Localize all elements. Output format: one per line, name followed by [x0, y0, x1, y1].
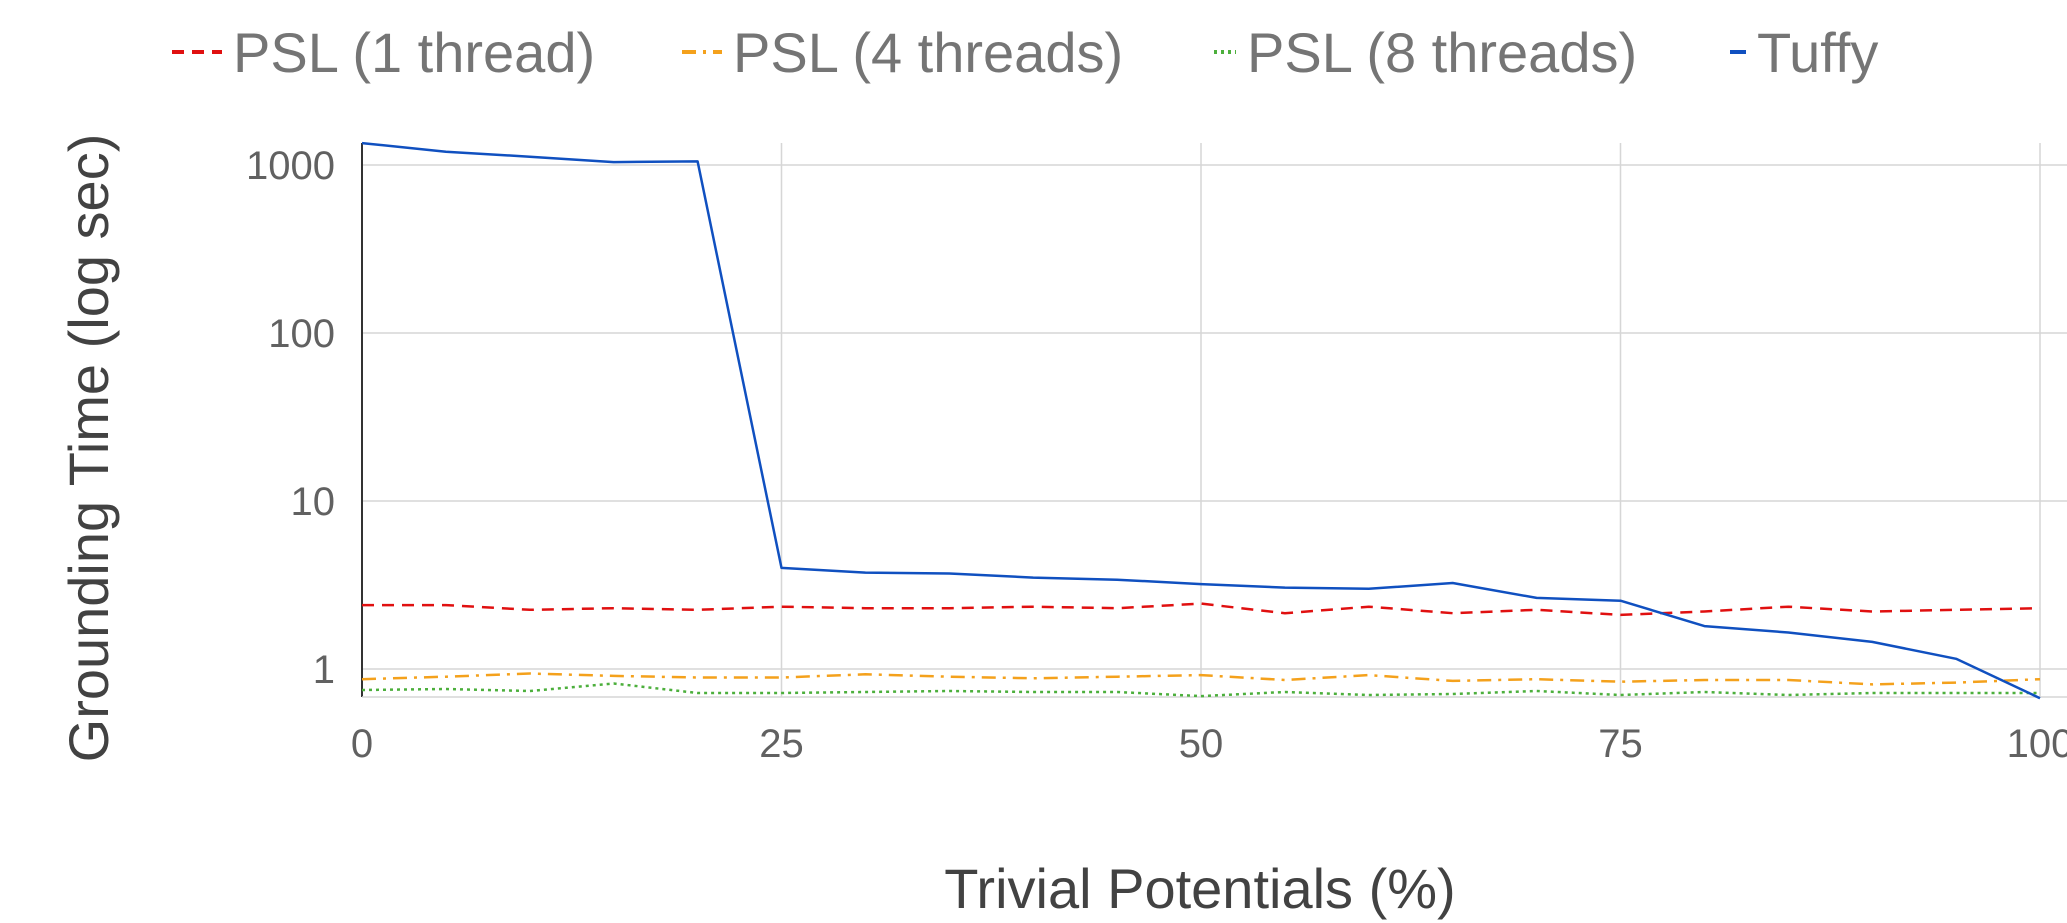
y-tick-label: 1000: [246, 144, 335, 188]
x-tick-label: 50: [1179, 722, 1224, 766]
y-tick-label: 10: [291, 480, 336, 524]
y-tick-label: 1: [313, 648, 335, 692]
x-tick-label: 100: [2007, 722, 2067, 766]
legend-label: PSL (1 thread): [233, 21, 595, 84]
series-lines: [361, 141, 2041, 700]
x-tick-label: 0: [351, 722, 373, 766]
series-line-tuffy: [361, 141, 2041, 700]
x-tick-label: 25: [759, 722, 804, 766]
x-tick-labels: 0 25 50 75 100: [351, 722, 2067, 766]
legend-label: PSL (8 threads): [1247, 21, 1637, 84]
legend-label: Tuffy: [1757, 21, 1878, 84]
legend: PSL (1 thread) PSL (4 threads) PSL (8 thre…: [172, 21, 1878, 84]
y-tick-label: 100: [268, 312, 335, 356]
series-line-psl-4-threads: [361, 672, 2041, 686]
x-axis-title: Trivial Potentials (%): [944, 857, 1455, 920]
x-tick-label: 75: [1598, 722, 1643, 766]
y-tick-labels: 1000 100 10 1: [246, 144, 335, 692]
axes: [361, 143, 2067, 698]
legend-label: PSL (4 threads): [733, 21, 1123, 84]
series-line-psl-1-thread: [362, 602, 2041, 617]
series-line-psl-8-threads: [361, 682, 2040, 698]
grid: [362, 143, 2067, 697]
y-axis-title: Grounding Time (log sec): [57, 134, 120, 763]
